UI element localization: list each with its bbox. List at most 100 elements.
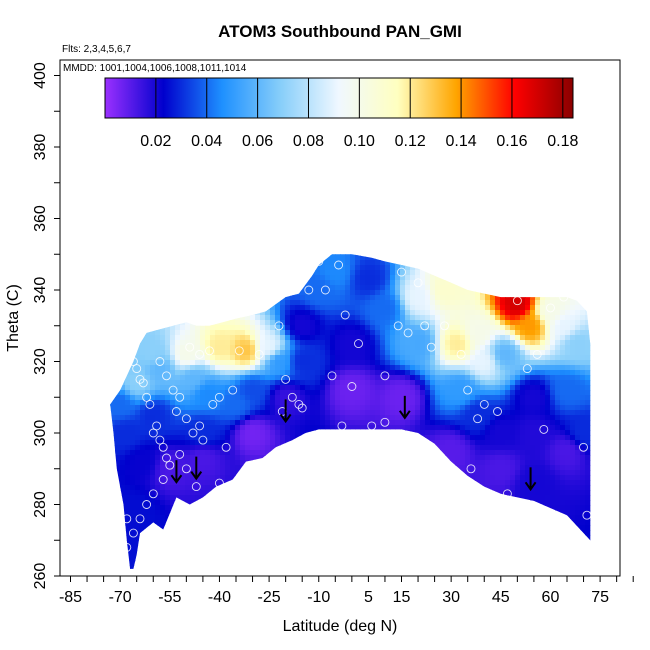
colorbar-tick-label: 0.06 [242, 133, 273, 150]
y-tick-label: 320 [32, 348, 49, 375]
observation-point [138, 378, 148, 388]
observation-point [175, 392, 185, 402]
colorbar-tick-label: 0.10 [344, 133, 375, 150]
observation-point [334, 260, 344, 270]
observation-point [185, 342, 195, 352]
observation-point [165, 460, 175, 470]
y-tick-label: 260 [32, 563, 49, 590]
observation-point [502, 489, 512, 499]
observation-point [214, 392, 224, 402]
observation-point [456, 349, 466, 359]
colorbar-tick-label: 0.12 [395, 133, 426, 150]
observation-point [493, 407, 502, 416]
observation-point [168, 385, 178, 395]
observation-point [347, 382, 357, 391]
observation-point [380, 371, 390, 381]
observation-point [254, 349, 264, 359]
observation-point [420, 321, 430, 331]
dates-note: MMDD: 1001,1004,1006,1008,1011,1014 [63, 63, 247, 74]
contour-surface [110, 254, 591, 569]
observation-point [234, 346, 244, 356]
observation-point [522, 364, 532, 374]
observation-point [191, 482, 201, 492]
x-tick-label: 60 [542, 589, 560, 606]
observation-point [539, 424, 549, 434]
observation-point [188, 428, 198, 438]
x-tick-label: -25 [258, 589, 281, 606]
observation-point [440, 321, 449, 331]
observation-point [403, 328, 413, 338]
colorbar: 0.02 0.04 0.06 0.08 0.10 0.12 0.14 0.16 0.18 [104, 77, 578, 150]
observation-point [205, 346, 214, 356]
observation-point [125, 335, 135, 345]
observation-point [287, 392, 297, 402]
plot-frame [59, 59, 621, 577]
observation-point [304, 285, 314, 295]
observation-point [175, 449, 185, 459]
observation-point [162, 453, 171, 463]
observation-point [152, 421, 162, 431]
observation-point [148, 428, 158, 438]
x-tick-label: 15 [393, 589, 411, 606]
x-tick-label: 30 [442, 589, 460, 606]
observation-point [340, 310, 350, 320]
observation-point [145, 399, 155, 409]
observation-point [367, 421, 377, 431]
observation-point [128, 528, 138, 538]
colorbar-tick-label: 0.14 [446, 133, 477, 150]
observation-point [158, 442, 168, 452]
arrow-marker [170, 460, 183, 484]
observation-point [208, 503, 218, 513]
observation-point [162, 371, 171, 381]
x-axis-label: Latitude (deg N) [283, 618, 398, 635]
observation-point [181, 414, 191, 424]
observation-point [122, 542, 132, 552]
x-tick-label: -70 [109, 589, 132, 606]
observation-point [314, 256, 324, 266]
y-tick-label: 340 [32, 277, 49, 304]
observation-point [155, 435, 165, 445]
y-axis-label: Theta (C) [5, 284, 22, 352]
colorbar-tick-label: 0.16 [496, 133, 527, 150]
y-tick-label: 300 [32, 420, 49, 447]
observation-point [142, 500, 152, 509]
colorbar-tick-label: 0.08 [293, 133, 324, 150]
y-axis: 260 280 300 320 340 360 380 400 [32, 62, 60, 589]
surface-fill [110, 254, 591, 569]
observation-point [195, 349, 205, 359]
observation-point [512, 296, 522, 306]
arrow-marker [279, 399, 292, 424]
observation-point [479, 399, 489, 409]
observation-point [413, 278, 423, 288]
colorbar-tick-label: 0.02 [140, 133, 171, 150]
arrow-marker [190, 456, 203, 481]
chart-title: ATOM3 Southbound PAN_GMI [218, 22, 462, 41]
y-tick-label: 360 [32, 205, 49, 232]
x-tick-label: 5 [364, 589, 373, 606]
observation-point [221, 442, 231, 452]
observation-point [142, 392, 152, 402]
arrow-marker [398, 395, 411, 420]
x-tick-label: -10 [307, 589, 330, 606]
observation-point [397, 267, 406, 277]
observation-point [297, 403, 307, 413]
observation-point [132, 364, 142, 374]
observation-points [119, 256, 592, 559]
observation-point [119, 550, 128, 559]
arrow-marker [524, 467, 537, 492]
observation-point [214, 478, 224, 488]
observation-point [559, 292, 569, 302]
observation-point [228, 385, 238, 395]
x-tick-label: -85 [59, 589, 82, 606]
observation-point [208, 399, 218, 409]
colorbar-tick-label: 0.04 [191, 133, 222, 150]
observation-point [135, 374, 145, 384]
colorbar-tick-label: 0.18 [547, 133, 578, 150]
observation-point [122, 514, 132, 524]
y-tick-label: 280 [32, 491, 49, 518]
observation-point [198, 435, 208, 445]
observation-point [128, 357, 138, 366]
observation-point [380, 417, 390, 427]
observation-point [201, 496, 211, 506]
